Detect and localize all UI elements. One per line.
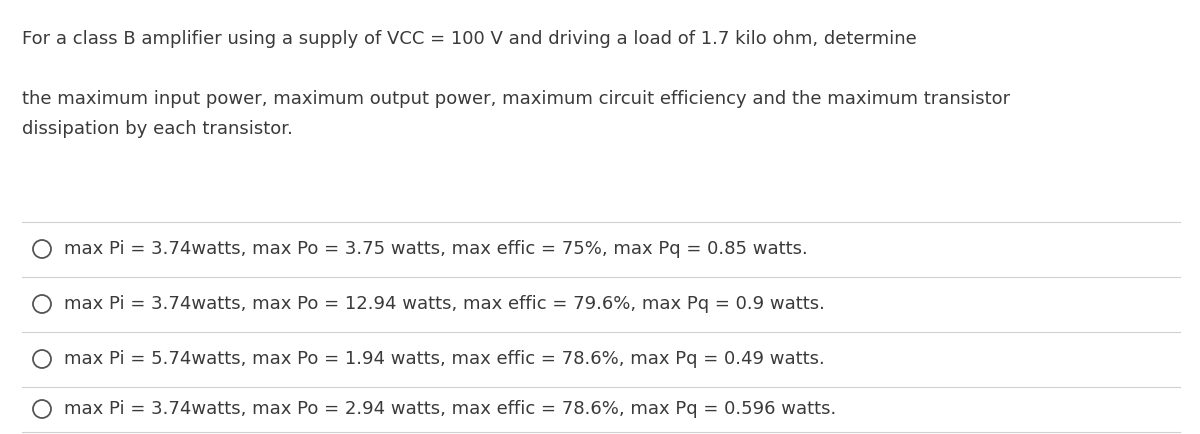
Text: max Pi = 3.74watts, max Po = 12.94 watts, max effic = 79.6%, max Pq = 0.9 watts.: max Pi = 3.74watts, max Po = 12.94 watts…: [64, 295, 824, 313]
Text: max Pi = 3.74watts, max Po = 2.94 watts, max effic = 78.6%, max Pq = 0.596 watts: max Pi = 3.74watts, max Po = 2.94 watts,…: [64, 400, 836, 418]
Text: For a class B amplifier using a supply of VCC = 100 V and driving a load of 1.7 : For a class B amplifier using a supply o…: [22, 30, 917, 48]
Text: the maximum input power, maximum output power, maximum circuit efficiency and th: the maximum input power, maximum output …: [22, 90, 1010, 108]
Text: max Pi = 3.74watts, max Po = 3.75 watts, max effic = 75%, max Pq = 0.85 watts.: max Pi = 3.74watts, max Po = 3.75 watts,…: [64, 240, 808, 258]
Text: dissipation by each transistor.: dissipation by each transistor.: [22, 120, 293, 138]
Text: max Pi = 5.74watts, max Po = 1.94 watts, max effic = 78.6%, max Pq = 0.49 watts.: max Pi = 5.74watts, max Po = 1.94 watts,…: [64, 350, 824, 368]
